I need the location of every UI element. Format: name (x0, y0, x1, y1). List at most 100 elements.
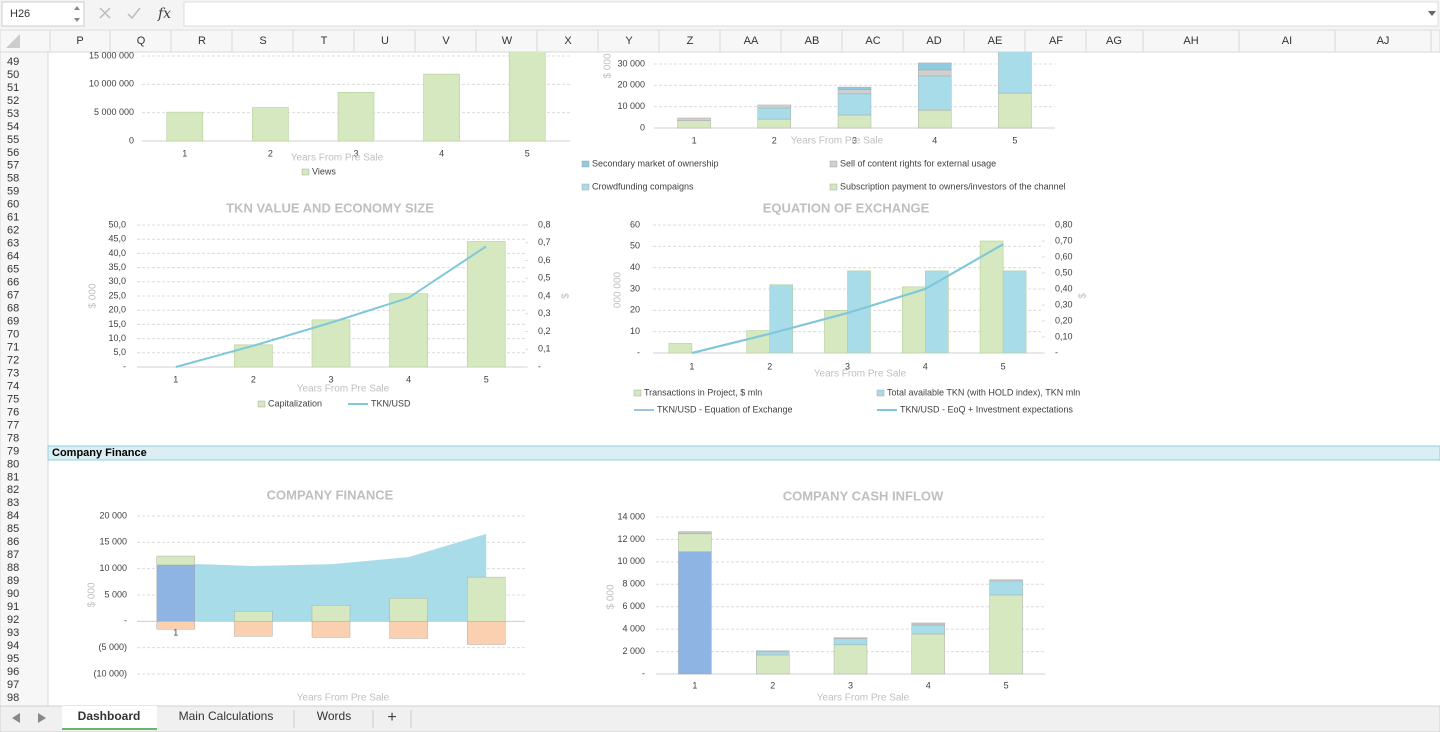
bar (769, 284, 794, 354)
legend-swatch (257, 400, 266, 408)
row-header: 61 (7, 212, 19, 224)
x-tick-label: 3 (353, 148, 358, 158)
bar (508, 52, 546, 142)
x-tick-label: 2 (268, 148, 273, 158)
bar-segment (757, 118, 791, 129)
bar-segment (756, 650, 790, 653)
y-tick-label: 0 (640, 122, 645, 132)
bar-segment (837, 86, 872, 91)
x-tick-label: 4 (406, 374, 411, 384)
row-header: 51 (7, 82, 19, 94)
fx-button[interactable]: fx (157, 6, 171, 22)
bar-segment (234, 621, 273, 637)
tab-active[interactable] (62, 706, 157, 730)
row-header: 70 (7, 328, 19, 340)
select-all[interactable] (6, 34, 20, 48)
y-tick-label: 10 (630, 326, 640, 336)
y-tick-label: - (637, 347, 640, 357)
legend-label: Capitalization (268, 398, 322, 408)
x-tick-label: 2 (251, 374, 256, 384)
bar-segment (833, 644, 868, 675)
x-tick-label: 1 (173, 627, 178, 637)
name-box-spinner[interactable] (74, 6, 80, 22)
column-header: U (381, 35, 389, 47)
name-box-text: H26 (10, 8, 30, 20)
column-header: S (259, 35, 266, 47)
column-header: AG (1106, 35, 1122, 47)
legend-label: TKN/USD (371, 398, 411, 408)
legend-swatch (633, 389, 642, 397)
y-tick-label: 60 (630, 219, 640, 229)
legend-label: Crowdfunding compaigns (592, 181, 694, 191)
prev-sheet[interactable] (12, 713, 20, 723)
row-header: 56 (7, 147, 19, 159)
bar-segment (757, 107, 791, 120)
next-sheet[interactable] (38, 713, 46, 723)
row-header: 92 (7, 614, 19, 626)
enter-icon[interactable] (127, 7, 141, 20)
chart-title: COMPANY CASH INFLOW (783, 488, 944, 503)
y2-tick-label: 0,5 (538, 273, 551, 283)
bar-segment (678, 551, 712, 675)
bar-segment (911, 624, 945, 635)
x-tick-label: 3 (852, 135, 857, 145)
column-header: Z (687, 35, 694, 47)
add-sheet[interactable]: + (387, 709, 396, 726)
x-tick-label: 3 (848, 680, 853, 690)
bar-segment (989, 580, 1023, 596)
bar-segment (311, 621, 351, 638)
y-tick-label: 5 000 000 (94, 107, 134, 117)
y2-tick-label: 0,30 (1055, 299, 1073, 309)
bar-segment (833, 637, 868, 639)
cancel-icon[interactable] (99, 7, 111, 19)
row-header: 84 (7, 510, 19, 522)
sheet-tab[interactable]: Main Calculations (179, 709, 274, 723)
y-axis-label: $ 000 (603, 53, 614, 78)
formula-input[interactable] (183, 1, 1439, 27)
line (691, 243, 1004, 354)
legend-label: Transactions in Project, $ mln (644, 387, 762, 397)
column-header: T (321, 35, 328, 47)
line (175, 245, 487, 368)
x-axis-label: Years From Pre Sale (791, 136, 884, 147)
y-tick-label: 4 000 (622, 624, 645, 634)
name-box[interactable] (1, 1, 85, 27)
y-axis-label: $ 000 (606, 584, 617, 609)
bar-segment (756, 654, 790, 675)
y-tick-label: 10 000 (99, 563, 127, 573)
bar (847, 270, 871, 354)
row-header: 86 (7, 536, 19, 548)
y-tick-label: 15 000 000 (89, 50, 134, 60)
row-header: 98 (7, 692, 19, 704)
y-tick-label: 45,0 (108, 234, 126, 244)
x-tick-label: 5 (1004, 680, 1009, 690)
sheet-tab[interactable]: Dashboard (78, 709, 141, 723)
bar (1002, 270, 1027, 354)
bar (979, 240, 1004, 354)
y-tick-label: 30 000 (617, 58, 645, 68)
x-tick-label: 1 (182, 148, 187, 158)
legend-label: Views (312, 166, 336, 176)
expand-icon[interactable] (1428, 11, 1436, 16)
chart: 0 5 000 000 10 000 000 15 000 000 1 2 3 4 5 Years… (89, 50, 570, 176)
legend-label: Subscription payment to owners/investors… (840, 181, 1066, 191)
y-tick-label: - (123, 361, 126, 371)
bar-segment (677, 120, 711, 129)
legend-label: Sell of content rights for external usag… (840, 158, 996, 168)
y-tick-label: 10 000 (617, 556, 645, 566)
y-tick-label: 15 000 (99, 537, 127, 547)
x-tick-label: 5 (484, 374, 489, 384)
row-header: 90 (7, 588, 19, 600)
y-tick-label: 0 (129, 135, 134, 145)
y-tick-label: - (124, 616, 127, 626)
x-tick-label: 1 (173, 374, 178, 384)
row-header: 57 (7, 160, 19, 172)
legend-label: TKN/USD - Equation of Exchange (657, 404, 793, 414)
row-header: 64 (7, 251, 19, 263)
y-tick-label: 50 (630, 241, 640, 251)
y2-tick-label: 0,7 (538, 237, 551, 247)
y2-tick-label: 0,4 (538, 290, 551, 300)
x-axis-label: Years From Pre Sale (291, 153, 384, 164)
sheet-tab[interactable]: Words (317, 709, 351, 723)
